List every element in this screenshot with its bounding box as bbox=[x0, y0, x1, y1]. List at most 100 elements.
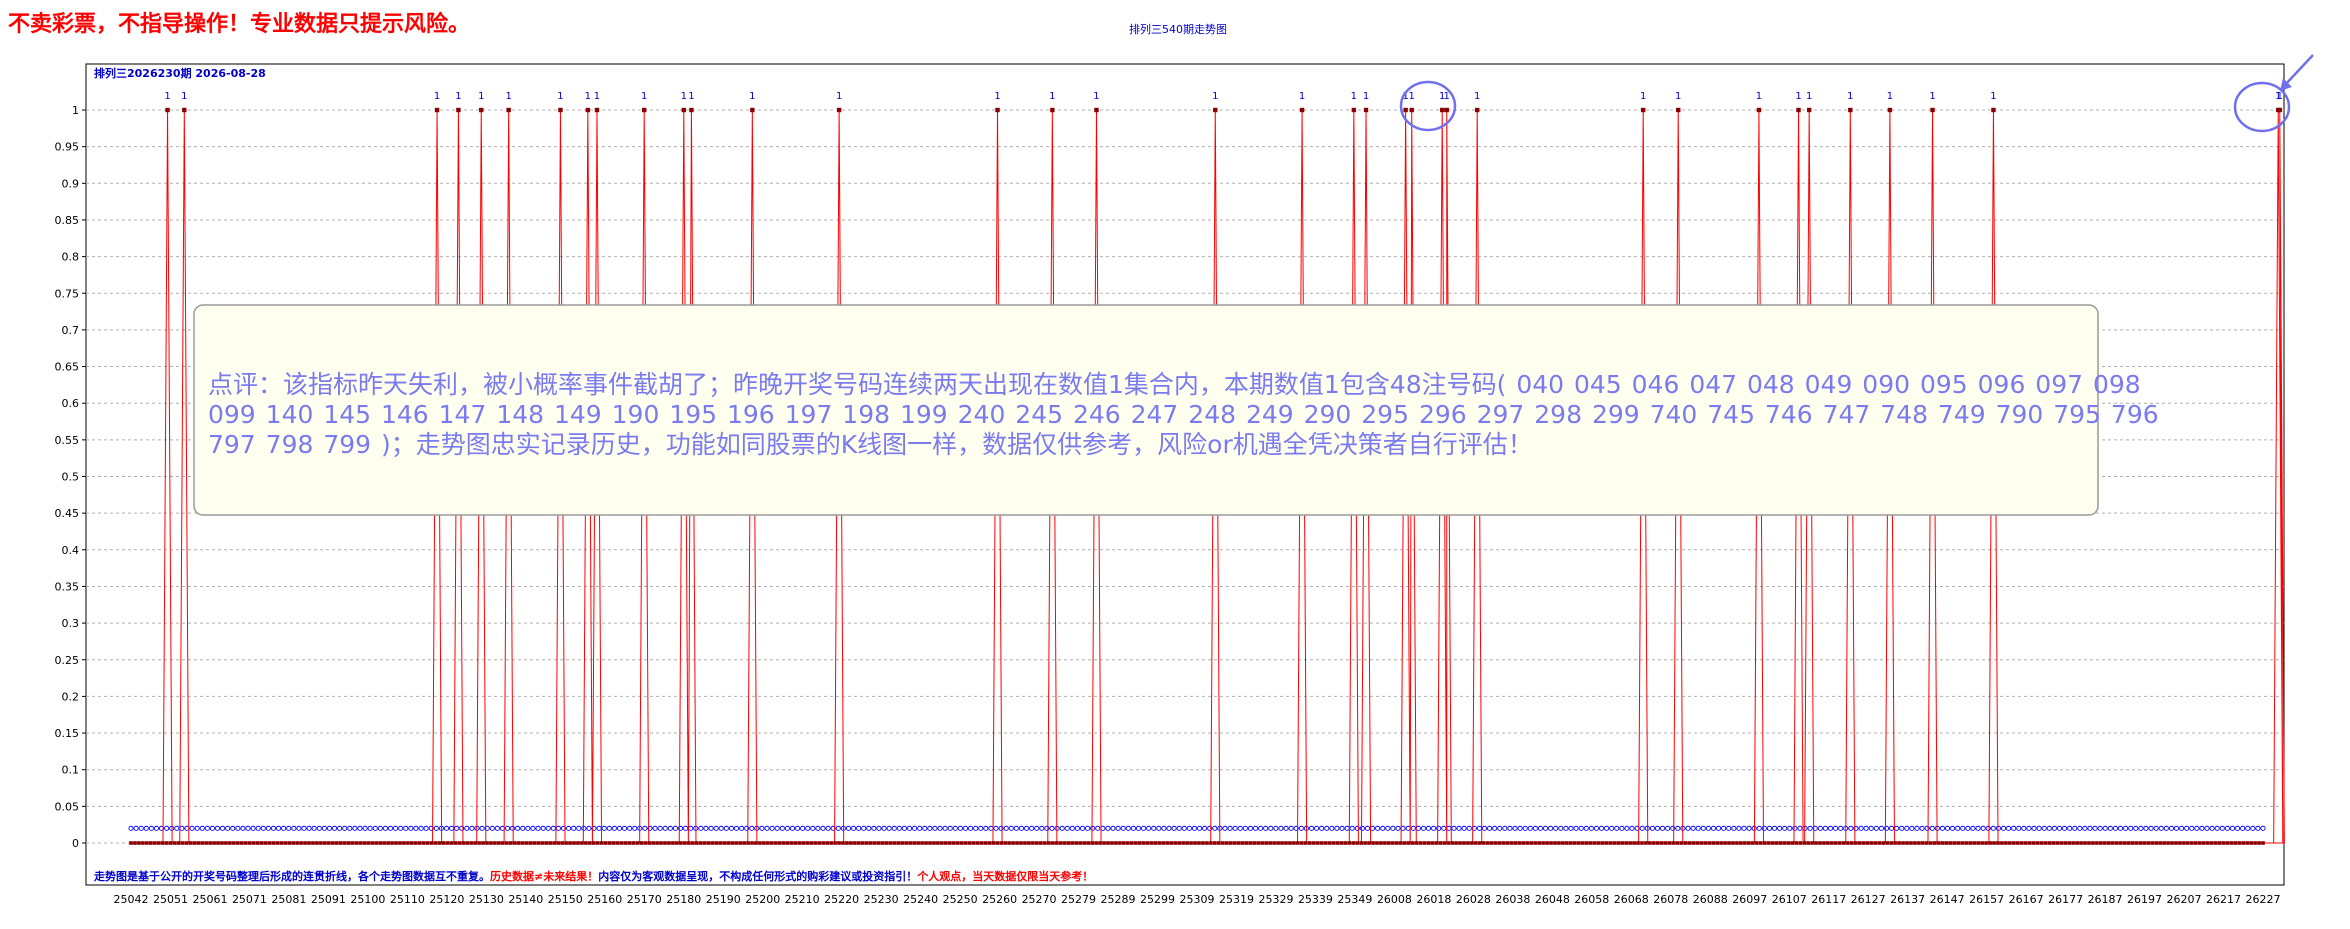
baseline-point bbox=[1685, 825, 1691, 831]
zero-marker bbox=[1062, 841, 1067, 845]
baseline-point bbox=[2021, 825, 2027, 831]
annotation-text: 点评：该指标昨天失利，被小概率事件截胡了；昨晚开奖号码连续两天出现在数值1集合内… bbox=[208, 370, 2159, 459]
zero-marker bbox=[2059, 841, 2064, 845]
zero-marker bbox=[2035, 841, 2040, 845]
zero-marker bbox=[366, 841, 371, 845]
zero-marker bbox=[651, 841, 655, 845]
zero-marker bbox=[777, 841, 782, 845]
zero-marker bbox=[892, 841, 897, 845]
zero-marker bbox=[2079, 841, 2083, 845]
hit-label: 1 bbox=[1806, 91, 1812, 102]
baseline-point bbox=[1899, 825, 1905, 831]
hit-marker bbox=[594, 107, 600, 113]
baseline-point bbox=[1980, 825, 1986, 831]
zero-marker bbox=[267, 841, 272, 845]
zero-marker bbox=[548, 841, 553, 845]
baseline-point bbox=[1960, 825, 1966, 831]
zero-marker bbox=[1584, 841, 1589, 845]
baseline-point bbox=[1598, 825, 1605, 831]
zero-marker bbox=[1153, 841, 1158, 845]
zero-marker bbox=[1553, 841, 1557, 845]
zero-marker bbox=[1232, 841, 1237, 845]
baseline-point bbox=[1807, 825, 1813, 831]
zero-marker bbox=[1205, 841, 1209, 845]
zero-marker bbox=[1545, 841, 1549, 845]
zero-marker bbox=[338, 841, 343, 845]
baseline-point bbox=[1105, 825, 1111, 831]
zero-marker bbox=[232, 841, 236, 845]
zero-marker bbox=[1240, 841, 1245, 845]
zero-marker bbox=[1422, 841, 1427, 845]
baseline-point bbox=[2123, 825, 2129, 831]
zero-marker bbox=[1260, 841, 1265, 845]
zero-marker bbox=[1197, 841, 1201, 845]
zero-marker bbox=[1003, 841, 1007, 845]
zero-marker bbox=[200, 841, 204, 845]
baseline-point bbox=[1298, 825, 1304, 831]
baseline-point bbox=[1375, 825, 1381, 831]
zero-marker bbox=[1853, 841, 1858, 845]
zero-marker bbox=[841, 841, 845, 845]
baseline-point bbox=[2245, 825, 2251, 831]
zero-marker bbox=[1537, 841, 1541, 845]
hit-marker bbox=[585, 107, 591, 113]
baseline-point bbox=[1822, 825, 1828, 831]
zero-marker bbox=[1652, 841, 1656, 845]
zero-marker bbox=[184, 841, 189, 845]
hit-marker bbox=[456, 107, 461, 113]
zero-marker bbox=[1648, 841, 1652, 845]
zero-marker bbox=[2023, 841, 2028, 845]
zero-marker bbox=[1390, 841, 1395, 845]
baseline-point bbox=[667, 825, 673, 831]
zero-marker bbox=[1644, 841, 1648, 845]
hit-marker bbox=[750, 107, 755, 113]
baseline-point bbox=[382, 825, 388, 831]
baseline-point bbox=[265, 825, 271, 831]
baseline-point bbox=[372, 825, 378, 831]
zero-marker bbox=[1450, 841, 1454, 845]
zero-marker bbox=[307, 841, 311, 845]
zero-marker bbox=[1624, 841, 1628, 845]
zero-marker bbox=[2075, 841, 2079, 845]
zero-marker bbox=[924, 841, 928, 845]
zero-marker bbox=[983, 841, 988, 845]
zero-marker bbox=[588, 841, 592, 845]
zero-marker bbox=[584, 841, 588, 845]
baseline-point bbox=[1950, 825, 1956, 831]
baseline-point bbox=[845, 825, 852, 831]
zero-marker bbox=[1470, 841, 1474, 845]
zero-marker bbox=[568, 841, 572, 845]
baseline-point bbox=[642, 825, 648, 831]
baseline-point bbox=[1517, 825, 1523, 831]
zero-marker bbox=[2106, 841, 2111, 845]
zero-marker bbox=[2071, 841, 2075, 845]
baseline-point bbox=[820, 825, 826, 831]
zero-marker bbox=[789, 841, 794, 845]
zero-marker bbox=[208, 841, 212, 845]
baseline-point bbox=[1619, 825, 1625, 831]
baseline-point bbox=[1700, 825, 1706, 831]
zero-marker bbox=[868, 841, 873, 845]
x-tick-label: 26197 bbox=[2127, 893, 2162, 906]
baseline-point bbox=[377, 825, 383, 831]
zero-marker bbox=[1549, 841, 1553, 845]
zero-marker bbox=[271, 841, 276, 845]
baseline-point bbox=[393, 825, 399, 831]
zero-marker bbox=[781, 841, 786, 845]
baseline-point bbox=[520, 825, 526, 831]
zero-marker bbox=[1272, 841, 1276, 845]
baseline-point bbox=[408, 825, 414, 831]
zero-marker bbox=[908, 841, 913, 845]
baseline-point bbox=[1970, 825, 1976, 831]
zero-marker bbox=[1209, 841, 1213, 845]
hit-label: 1 bbox=[505, 91, 511, 102]
zero-marker bbox=[251, 841, 256, 845]
baseline-point bbox=[1329, 825, 1335, 831]
baseline-point bbox=[1395, 825, 1401, 831]
zero-marker bbox=[1458, 841, 1462, 845]
baseline-point bbox=[2011, 825, 2017, 831]
zero-marker bbox=[864, 841, 869, 845]
baseline-point bbox=[1314, 825, 1320, 831]
zero-marker bbox=[1335, 841, 1340, 845]
